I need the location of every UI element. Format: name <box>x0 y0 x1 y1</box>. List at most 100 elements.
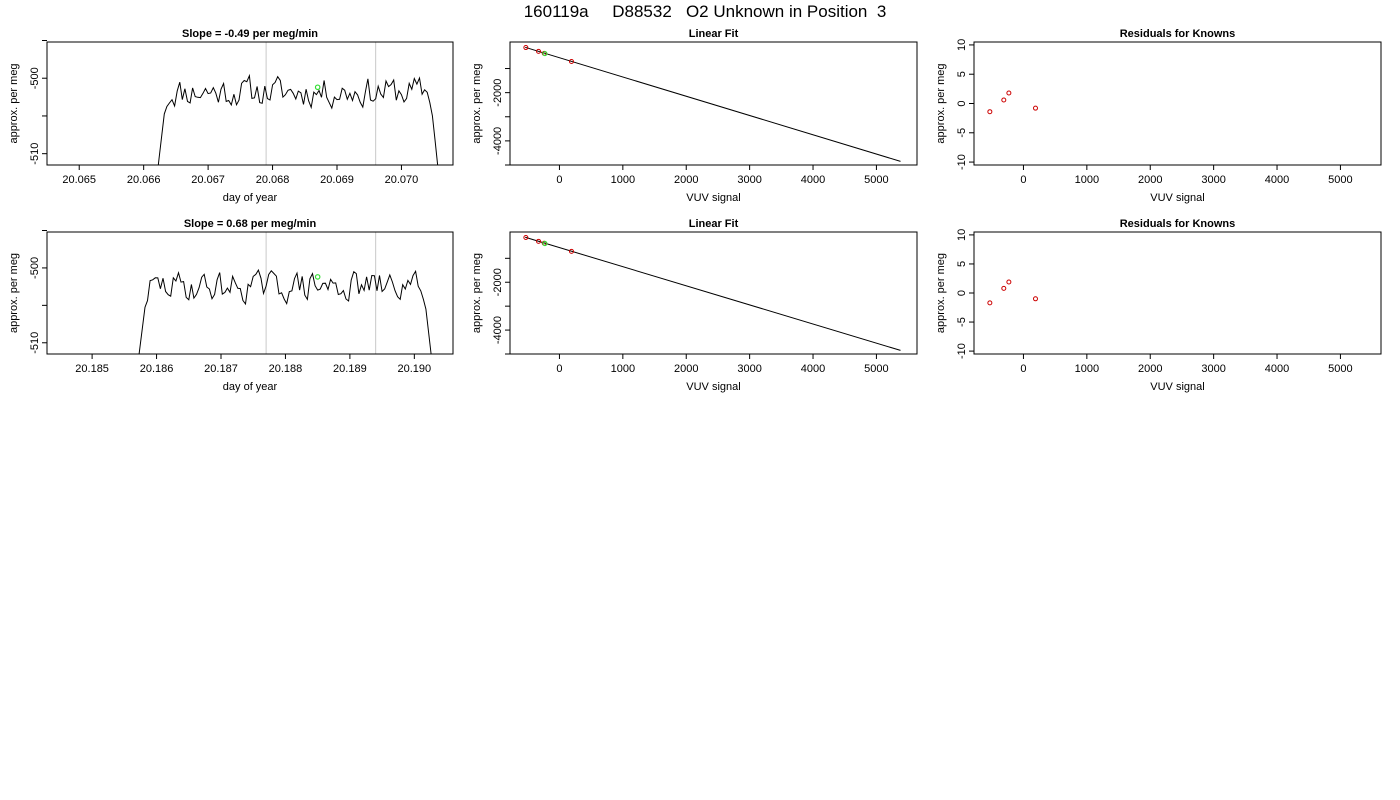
residual-point <box>987 109 993 115</box>
x-tick-label: 20.067 <box>191 174 225 186</box>
x-axis-label: VUV signal <box>686 192 740 204</box>
panel-2: Linear Fit 0 1000 2000 3000 4000 5000 VUV signa… <box>471 28 918 204</box>
panel-title: Linear Fit <box>689 28 739 40</box>
panel-4: Slope = 0.68 per meg/min 20.185 20.186 20.1… <box>8 218 454 393</box>
y-tick-label: -4000 <box>492 316 504 344</box>
panel-title: Slope = -0.49 per meg/min <box>182 28 318 40</box>
x-tick-label: 4000 <box>1265 174 1289 186</box>
y-tick-label: -500 <box>29 257 41 279</box>
residual-point <box>1032 296 1038 302</box>
panel-1: Slope = -0.49 per meg/min 20.065 20.066 20.… <box>8 28 454 204</box>
x-tick-label: 4000 <box>801 363 825 375</box>
x-tick-label: 2000 <box>1138 363 1162 375</box>
x-tick-label: 1000 <box>611 363 635 375</box>
x-tick-label: 1000 <box>611 174 635 186</box>
known-point <box>536 238 542 244</box>
panel-title: Residuals for Knowns <box>1120 218 1236 230</box>
y-tick-label: -5 <box>956 128 968 138</box>
plot-area <box>157 42 439 165</box>
y-tick-label: -500 <box>29 67 41 89</box>
x-tick-label: 3000 <box>737 363 761 375</box>
known-point <box>568 59 574 65</box>
x-tick-label: 5000 <box>864 363 888 375</box>
panel-title: Slope = 0.68 per meg/min <box>184 218 317 230</box>
residual-point <box>987 300 993 306</box>
x-tick-label: 0 <box>1020 174 1026 186</box>
fit-line <box>525 46 901 162</box>
x-tick-label: 5000 <box>1328 363 1352 375</box>
x-tick-label: 20.190 <box>398 363 432 375</box>
x-tick-label: 0 <box>556 174 562 186</box>
x-axis-label: VUV signal <box>686 381 740 393</box>
y-tick-label: 10 <box>956 39 968 51</box>
y-tick-label: 10 <box>956 229 968 241</box>
x-tick-label: 20.065 <box>62 174 96 186</box>
residual-point <box>1006 90 1012 96</box>
unknown-point <box>542 50 548 57</box>
data-trace <box>138 268 432 354</box>
y-axis-label: approx. per meg <box>8 63 20 143</box>
panel-title: Linear Fit <box>689 218 739 230</box>
y-tick-label: -2000 <box>492 268 504 296</box>
data-trace <box>157 73 439 165</box>
x-tick-label: 20.066 <box>127 174 161 186</box>
x-tick-label: 5000 <box>1328 174 1352 186</box>
residual-point <box>1001 285 1007 291</box>
x-tick-label: 3000 <box>1201 363 1225 375</box>
x-tick-label: 0 <box>1020 363 1026 375</box>
x-tick-label: 1000 <box>1075 363 1099 375</box>
panel-6: Residuals for Knowns 0 1000 2000 3000 4000 500… <box>935 218 1382 393</box>
unknown-point <box>542 240 548 247</box>
x-axis-label: VUV signal <box>1150 192 1204 204</box>
unknown-marker <box>314 84 321 91</box>
y-axis-label: approx. per meg <box>8 253 20 333</box>
x-tick-label: 20.189 <box>333 363 367 375</box>
panel-frame <box>973 231 1382 355</box>
x-axis-label: VUV signal <box>1150 381 1204 393</box>
panel-frame <box>509 41 918 166</box>
x-tick-label: 4000 <box>801 174 825 186</box>
x-axis-label: day of year <box>223 381 278 393</box>
x-tick-label: 20.186 <box>140 363 174 375</box>
plot-area <box>523 45 901 162</box>
y-tick-label: -5 <box>956 317 968 327</box>
known-point <box>536 48 542 54</box>
panel-frame <box>509 231 918 355</box>
x-tick-label: 2000 <box>674 174 698 186</box>
y-tick-label: 5 <box>956 71 968 77</box>
residual-point <box>1032 105 1038 111</box>
plot-area <box>138 232 432 354</box>
known-point <box>523 235 529 241</box>
known-point <box>568 248 574 254</box>
x-tick-label: 20.069 <box>320 174 354 186</box>
x-tick-label: 3000 <box>1201 174 1225 186</box>
y-tick-label: -510 <box>29 143 41 165</box>
x-tick-label: 2000 <box>1138 174 1162 186</box>
known-point <box>523 45 529 51</box>
residual-point <box>1006 279 1012 285</box>
y-tick-label: -10 <box>956 154 968 170</box>
panel-frame <box>46 231 454 355</box>
unknown-marker <box>314 274 321 280</box>
y-axis-label: approx. per meg <box>471 253 483 333</box>
x-axis-label: day of year <box>223 192 278 204</box>
y-axis-label: approx. per meg <box>471 63 483 143</box>
y-tick-label: -4000 <box>492 127 504 155</box>
y-tick-label: 0 <box>956 290 968 296</box>
plot-area <box>987 90 1038 115</box>
panel-title: Residuals for Knowns <box>1120 28 1236 40</box>
plot-area <box>987 279 1038 306</box>
y-axis-label: approx. per meg <box>935 63 947 143</box>
y-tick-label: -10 <box>956 343 968 359</box>
x-tick-label: 3000 <box>737 174 761 186</box>
panel-frame <box>46 41 454 166</box>
plot-area <box>523 235 901 351</box>
panel-frame <box>973 41 1382 166</box>
x-tick-label: 20.188 <box>269 363 303 375</box>
y-tick-label: -510 <box>29 332 41 354</box>
x-tick-label: 1000 <box>1075 174 1099 186</box>
x-tick-label: 20.185 <box>75 363 109 375</box>
x-tick-label: 20.068 <box>256 174 290 186</box>
y-tick-label: 0 <box>956 100 968 106</box>
